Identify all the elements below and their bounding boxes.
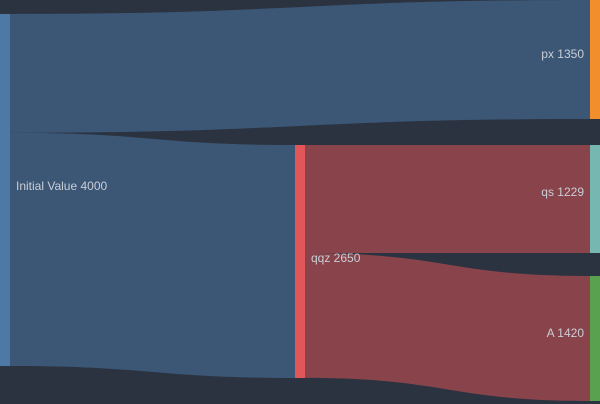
link-initial-qqz <box>10 132 295 378</box>
sankey-labels: Initial Value 4000 qqz 2650 px 1350 qs 1… <box>16 47 584 340</box>
node-label-A: A 1420 <box>547 326 585 340</box>
node-px <box>590 0 600 119</box>
node-qqz <box>295 145 305 378</box>
link-qqz-qs <box>305 145 590 254</box>
node-label-px: px 1350 <box>541 47 584 61</box>
node-A <box>590 276 600 401</box>
node-initial <box>0 14 10 366</box>
node-qs <box>590 145 600 253</box>
node-label-initial: Initial Value 4000 <box>16 179 108 193</box>
sankey-links <box>10 0 590 401</box>
link-qqz-A <box>305 253 590 401</box>
link-initial-px <box>10 0 590 133</box>
node-label-qs: qs 1229 <box>541 185 584 199</box>
node-label-qqz: qqz 2650 <box>311 251 361 265</box>
